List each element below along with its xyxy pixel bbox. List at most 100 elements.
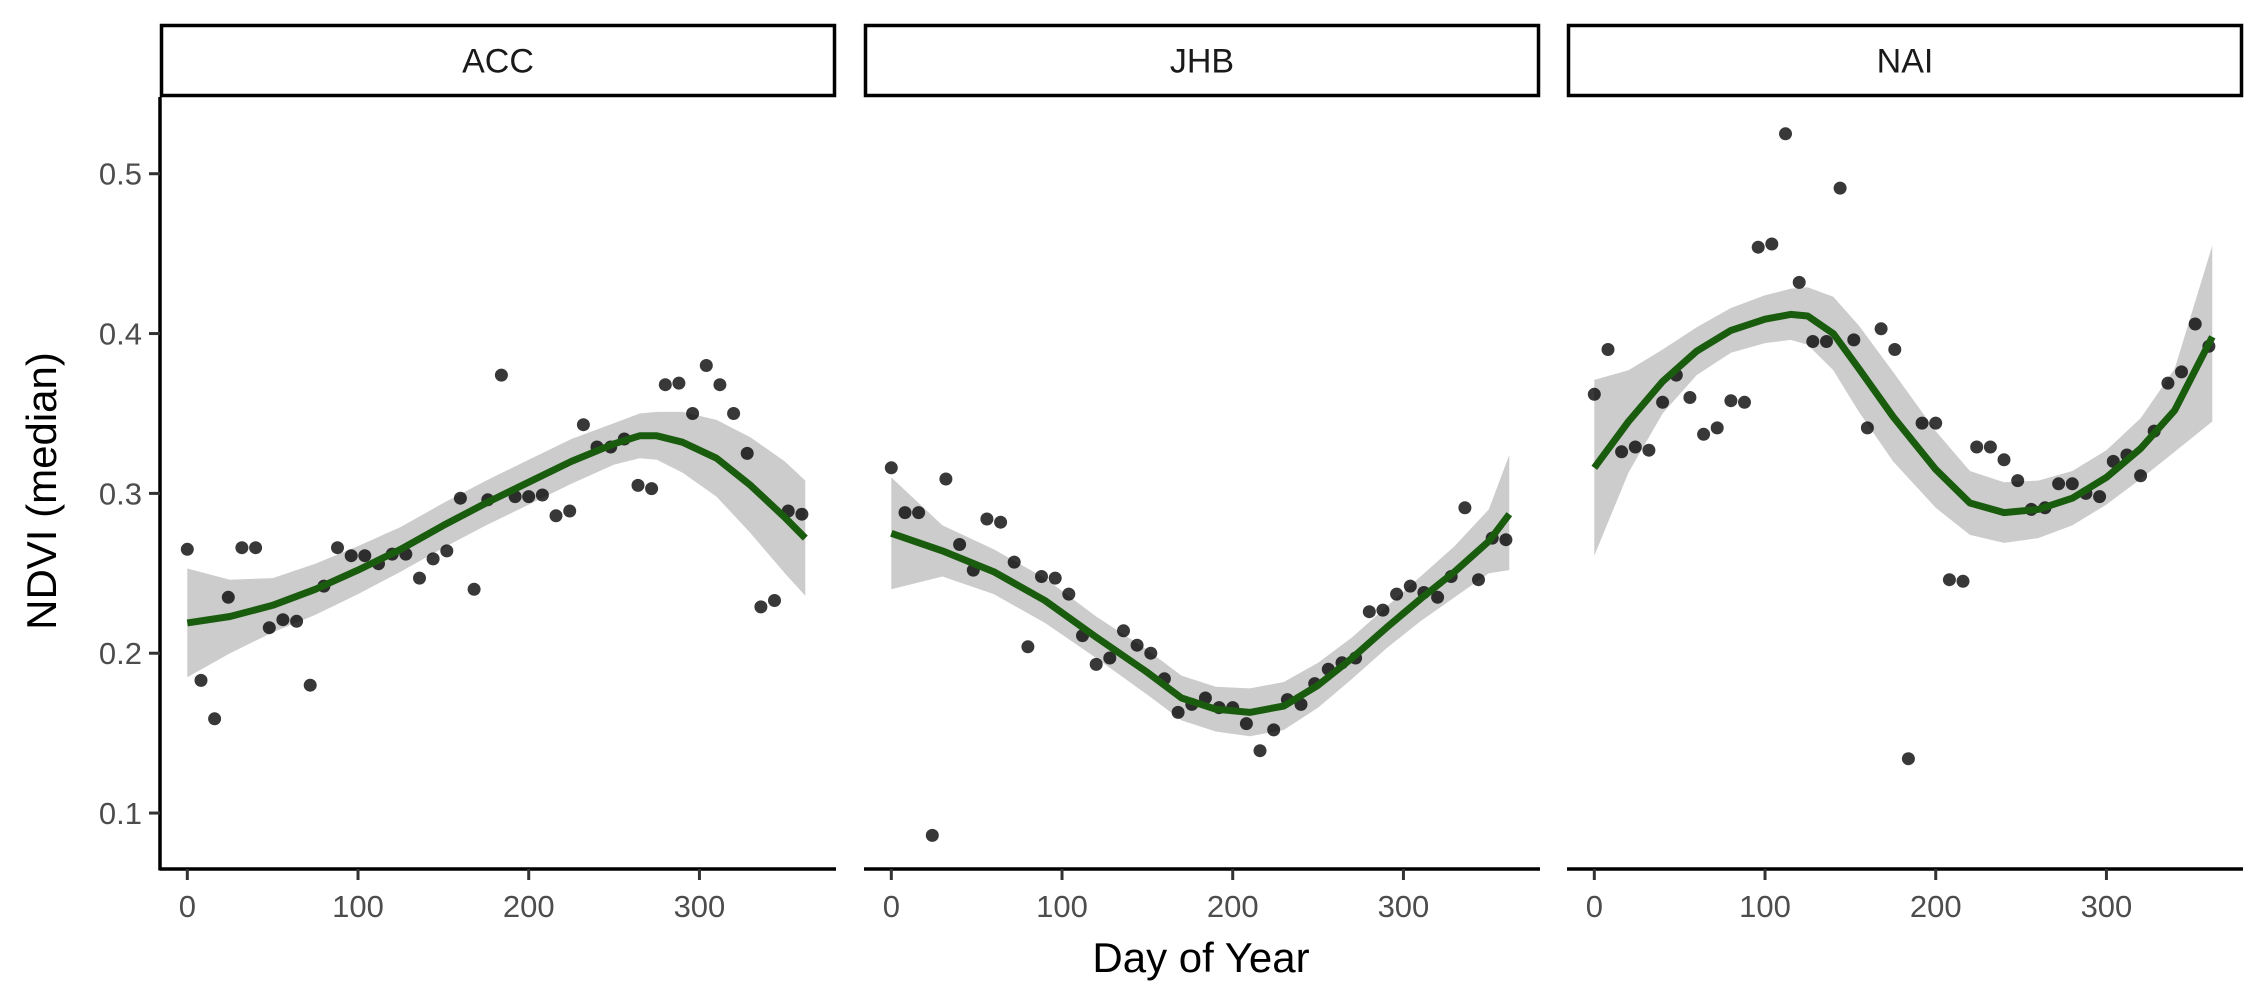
data-point (1779, 127, 1792, 141)
x-tick-label: 100 (1739, 889, 1791, 924)
data-point (699, 359, 713, 372)
data-point (1587, 387, 1601, 401)
data-point (549, 509, 563, 523)
y-axis-title: NDVI (median) (18, 352, 65, 630)
data-point (925, 828, 939, 842)
data-point (1267, 723, 1281, 737)
data-point (494, 368, 508, 382)
data-point (221, 590, 235, 604)
data-point (1929, 416, 1943, 430)
smooth-line-acc (186, 432, 808, 627)
smooth-line-jhb (890, 512, 1513, 716)
data-point (2011, 474, 2025, 488)
data-point (884, 461, 898, 475)
y-tick-label: 0.1 (99, 796, 142, 831)
data-point (672, 376, 686, 390)
data-point (1642, 443, 1656, 457)
data-point (358, 549, 372, 563)
x-tick-label: 100 (1036, 889, 1088, 924)
data-point (2134, 469, 2148, 483)
data-point (795, 507, 809, 521)
strip-label-jhb: JHB (1170, 43, 1234, 81)
data-point (1860, 421, 1874, 435)
data-point (290, 614, 304, 628)
strip-label-acc: ACC (462, 43, 534, 81)
data-point (467, 582, 481, 596)
smooth-line-nai (1591, 310, 2216, 517)
strip-label-nai: NAI (1877, 43, 1934, 81)
data-point (1970, 440, 1984, 454)
data-point (645, 482, 659, 496)
data-point (1130, 638, 1144, 652)
panel-acc: ACC 0 100 200 300 0.1 0.2 0.3 0.4 0.5 (99, 23, 837, 924)
data-point (1601, 343, 1615, 356)
data-point (939, 472, 953, 486)
data-point (249, 541, 263, 555)
x-tick-label: 300 (674, 889, 726, 924)
panel-jhb: JHB 0 100 200 300 (863, 23, 1541, 924)
data-point (453, 491, 467, 505)
data-point (1888, 343, 1902, 356)
data-point (1615, 445, 1629, 459)
data-point (1997, 453, 2011, 467)
data-point (344, 549, 358, 563)
data-point (980, 512, 994, 526)
data-point (1103, 651, 1117, 665)
data-point (2161, 376, 2175, 390)
data-point (208, 712, 222, 726)
data-point (1499, 533, 1513, 547)
y-tick-label: 0.2 (99, 636, 142, 671)
data-point (1806, 335, 1820, 348)
data-point (1253, 744, 1267, 758)
y-tick-label: 0.3 (99, 476, 142, 511)
data-point (1376, 603, 1390, 617)
data-point (1021, 640, 1035, 654)
data-point (1847, 333, 1861, 347)
data-point (440, 544, 454, 558)
x-tick-label: 0 (179, 889, 196, 924)
data-point (303, 678, 317, 692)
x-tick-label: 0 (1586, 889, 1603, 924)
data-point (1901, 752, 1915, 766)
data-point (898, 506, 912, 520)
data-point (631, 478, 645, 492)
x-tick-label: 300 (2081, 889, 2133, 924)
data-point (658, 378, 672, 392)
confidence-band-acc (187, 411, 806, 678)
data-point (1697, 427, 1711, 441)
data-point (522, 490, 536, 504)
data-point (1089, 657, 1103, 671)
data-point (1915, 416, 1929, 430)
data-point (1738, 395, 1751, 409)
data-point (563, 504, 577, 518)
x-tick-label: 300 (1378, 889, 1430, 924)
data-point (1431, 590, 1445, 604)
data-point (2175, 365, 2188, 379)
data-point (1472, 573, 1485, 587)
data-point (912, 506, 926, 520)
data-point (713, 378, 727, 392)
data-point (426, 552, 440, 566)
data-point (768, 594, 781, 607)
data-point (1403, 579, 1417, 593)
data-point (1035, 570, 1048, 583)
panel-nai: NAI 0 100 200 300 (1566, 23, 2244, 924)
data-point (1062, 587, 1076, 601)
data-point (331, 541, 344, 555)
data-point (1628, 440, 1642, 454)
data-point (1144, 646, 1158, 660)
x-tick-label: 200 (1207, 889, 1259, 924)
x-tick-label: 100 (332, 889, 384, 924)
data-point (180, 542, 194, 556)
data-point (1710, 421, 1724, 435)
data-point (576, 418, 590, 432)
data-point (740, 446, 754, 460)
data-point (1792, 275, 1806, 289)
data-point (994, 515, 1008, 529)
data-point (194, 673, 208, 687)
data-point (1724, 394, 1738, 408)
confidence-band-jhb (891, 455, 1510, 737)
data-point (1683, 391, 1697, 404)
x-axis-title: Day of Year (1092, 934, 1309, 981)
